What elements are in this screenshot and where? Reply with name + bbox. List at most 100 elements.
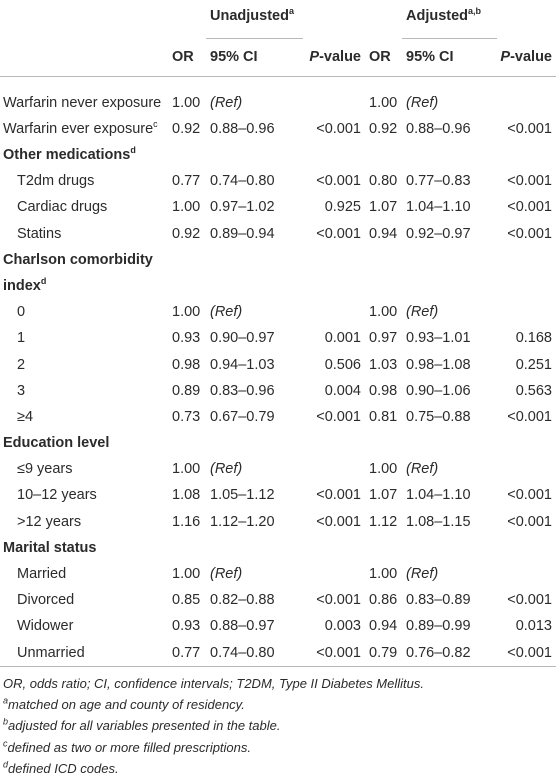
cell-text: (Ref) bbox=[406, 304, 439, 321]
cell: <0.001 bbox=[507, 487, 552, 504]
cell: 1.00 bbox=[172, 304, 201, 321]
cell: 0.88–0.96 bbox=[210, 120, 275, 137]
cell: 1.00 bbox=[369, 304, 398, 321]
blank-cell bbox=[0, 38, 168, 77]
cell: 0.003 bbox=[324, 618, 361, 635]
cell: 0.94–1.03 bbox=[210, 356, 275, 373]
blank-cell bbox=[168, 535, 206, 561]
cell: 1.12 bbox=[369, 513, 398, 530]
row-label: 3 bbox=[0, 378, 168, 404]
footnote-text: matched on age and county of residency. bbox=[8, 697, 245, 712]
cell-text: (Ref) bbox=[210, 304, 243, 321]
cell: 0.86 bbox=[369, 592, 398, 609]
group-header-text: Adjusted bbox=[406, 8, 469, 24]
data-row: 1 0.93 0.90–0.97 0.001 0.97 0.93–1.01 0.168 bbox=[0, 325, 556, 351]
cell: 0.92 bbox=[172, 225, 201, 242]
data-row: 0 1.00 (Ref) 1.00 (Ref) bbox=[0, 299, 556, 325]
row-label-text: Statins bbox=[17, 225, 62, 242]
cell bbox=[497, 456, 556, 482]
cell: 0.001 bbox=[324, 330, 361, 347]
blank-cell bbox=[402, 142, 497, 168]
blank-cell bbox=[497, 535, 556, 561]
blank-cell bbox=[0, 76, 556, 90]
cell bbox=[303, 561, 365, 587]
data-row: 3 0.89 0.83–0.96 0.004 0.98 0.90–1.06 0.563 bbox=[0, 378, 556, 404]
footnote: badjusted for all variables presented in… bbox=[3, 715, 553, 736]
cell: 0.004 bbox=[324, 382, 361, 399]
cell: 0.97–1.02 bbox=[210, 199, 275, 216]
section-title-text: Education level bbox=[3, 434, 110, 451]
section-row: Other medicationsd bbox=[0, 142, 556, 168]
cell: <0.001 bbox=[507, 173, 552, 190]
footnote-mark: b bbox=[3, 716, 9, 727]
blank-cell bbox=[402, 430, 497, 456]
footnote-mark: d bbox=[3, 759, 9, 770]
cell: 0.506 bbox=[324, 356, 361, 373]
cell: <0.001 bbox=[316, 513, 361, 530]
row-label: ≤9 years bbox=[0, 456, 168, 482]
footnote: ddefined ICD codes. bbox=[3, 758, 553, 779]
blank-cell bbox=[497, 247, 556, 299]
cell: 0.94 bbox=[369, 618, 398, 635]
cell bbox=[497, 90, 556, 116]
blank-cell bbox=[206, 247, 303, 299]
cell: 0.67–0.79 bbox=[210, 408, 275, 425]
cell: 1.16 bbox=[172, 513, 201, 530]
cell: 1.05–1.12 bbox=[210, 487, 275, 504]
cell: <0.001 bbox=[507, 592, 552, 609]
data-row: ≤9 years 1.00 (Ref) 1.00 (Ref) bbox=[0, 456, 556, 482]
cell: 0.98–1.08 bbox=[406, 356, 471, 373]
footnotes: OR, odds ratio; CI, confidence intervals… bbox=[0, 667, 556, 779]
row-label: Warfarin ever exposurec bbox=[0, 116, 168, 142]
footnote-text: defined as two or more filled prescripti… bbox=[7, 739, 252, 755]
cell: 0.168 bbox=[515, 330, 552, 347]
blank-cell bbox=[303, 247, 365, 299]
row-label-text: T2dm drugs bbox=[17, 173, 95, 190]
column-header-text: -value bbox=[319, 48, 361, 65]
data-row: ≥4 0.73 0.67–0.79 <0.001 0.81 0.75–0.88 <0.001 bbox=[0, 404, 556, 430]
cell: 1.08–1.15 bbox=[406, 513, 471, 530]
cell: <0.001 bbox=[316, 173, 361, 190]
cell: (Ref) bbox=[206, 90, 303, 116]
section-row: Marital status bbox=[0, 535, 556, 561]
blank-cell bbox=[168, 247, 206, 299]
row-label-text: Warfarin never exposure bbox=[3, 94, 162, 111]
cell: 1.03 bbox=[369, 356, 398, 373]
blank-cell bbox=[402, 247, 497, 299]
cell: 0.92 bbox=[369, 120, 398, 137]
cell: <0.001 bbox=[507, 120, 552, 137]
results-table: Unadjusteda Adjusteda,b OR 95% CI P-value OR 9… bbox=[0, 0, 556, 667]
cell-text: (Ref) bbox=[406, 566, 439, 583]
column-header: P-value bbox=[497, 38, 556, 77]
row-label-text: ≥4 bbox=[17, 408, 34, 425]
cell: 1.00 bbox=[172, 461, 201, 478]
cell: 0.90–0.97 bbox=[210, 330, 275, 347]
section-title-sup: d bbox=[40, 276, 47, 287]
cell: 0.90–1.06 bbox=[406, 382, 471, 399]
data-row: Divorced 0.85 0.82–0.88 <0.001 0.86 0.83–0.89… bbox=[0, 587, 556, 613]
blank-cell bbox=[168, 430, 206, 456]
cell bbox=[497, 561, 556, 587]
row-label-text: 10–12 years bbox=[17, 487, 97, 504]
blank-cell bbox=[303, 0, 365, 38]
footnote: cdefined as two or more filled prescript… bbox=[3, 737, 553, 758]
cell: (Ref) bbox=[206, 299, 303, 325]
blank-cell bbox=[303, 142, 365, 168]
cell: 1.07 bbox=[369, 199, 398, 216]
data-row: Cardiac drugs 1.00 0.97–1.02 0.925 1.07 1.04–… bbox=[0, 194, 556, 220]
row-label: >12 years bbox=[0, 509, 168, 535]
column-header-italic: P bbox=[309, 48, 320, 65]
cell: 0.73 bbox=[172, 408, 201, 425]
blank-cell bbox=[168, 0, 206, 38]
footnote: amatched on age and county of residency. bbox=[3, 694, 553, 715]
section-title-text: Marital status bbox=[3, 539, 97, 556]
cell: 0.013 bbox=[515, 618, 552, 635]
cell: <0.001 bbox=[316, 408, 361, 425]
cell: 1.00 bbox=[172, 199, 201, 216]
blank-cell bbox=[303, 430, 365, 456]
cell: 0.89 bbox=[172, 382, 201, 399]
cell: 1.00 bbox=[172, 566, 201, 583]
footnote-mark: c bbox=[3, 738, 8, 749]
row-label: Warfarin never exposure bbox=[0, 90, 168, 116]
cell: (Ref) bbox=[402, 456, 497, 482]
